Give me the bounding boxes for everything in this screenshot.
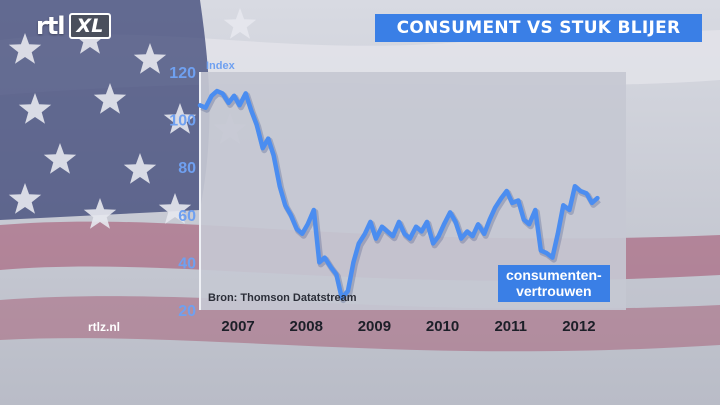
series-group [197, 88, 601, 304]
series-label: consumenten- vertrouwen [498, 265, 610, 302]
chart-title: CONSUMENT VS STUK BLIJER [396, 18, 681, 38]
series-line-consumentenvertrouwen [197, 88, 600, 301]
flag-star [18, 93, 52, 124]
logo-xl-badge: XL [68, 13, 112, 39]
y-tick-label: 40 [178, 255, 196, 272]
y-tick-label: 20 [178, 303, 196, 320]
series-label-line-1: consumenten- [506, 267, 602, 283]
x-axis-ticks: 2007 2008 2009 2010 2011 2012 [221, 318, 595, 335]
flag-star [93, 83, 127, 114]
y-tick-label: 120 [169, 65, 196, 82]
y-axis-ticks: 20 40 60 80 100 120 [169, 65, 196, 320]
flag-star [158, 193, 192, 224]
flag-star [123, 153, 157, 184]
flag-star [43, 143, 77, 174]
flag-star [8, 183, 42, 214]
series-label-line-2: vertrouwen [516, 283, 592, 299]
rtl-xl-logo: rtl XL [36, 12, 112, 40]
x-tick-label: 2007 [221, 318, 254, 335]
flag-star [223, 8, 257, 39]
x-tick-label: 2010 [426, 318, 459, 335]
y-tick-label: 60 [178, 208, 196, 225]
flag-star [83, 198, 117, 229]
y-tick-label: 100 [169, 113, 196, 130]
x-tick-label: 2011 [494, 318, 527, 335]
y-tick-label: 80 [178, 160, 196, 177]
flag-star [133, 43, 167, 74]
website-label: rtlz.nl [88, 320, 120, 334]
title-bar: CONSUMENT VS STUK BLIJER [375, 14, 702, 42]
flag-star [8, 33, 42, 64]
flag-star [163, 103, 197, 134]
x-tick-label: 2012 [562, 318, 595, 335]
y-axis-label: Index [206, 60, 236, 72]
source-note: Bron: Thomson Datatstream [208, 292, 357, 304]
x-tick-label: 2008 [290, 318, 323, 335]
logo-rtl-text: rtl [36, 12, 66, 40]
x-tick-label: 2009 [358, 318, 391, 335]
